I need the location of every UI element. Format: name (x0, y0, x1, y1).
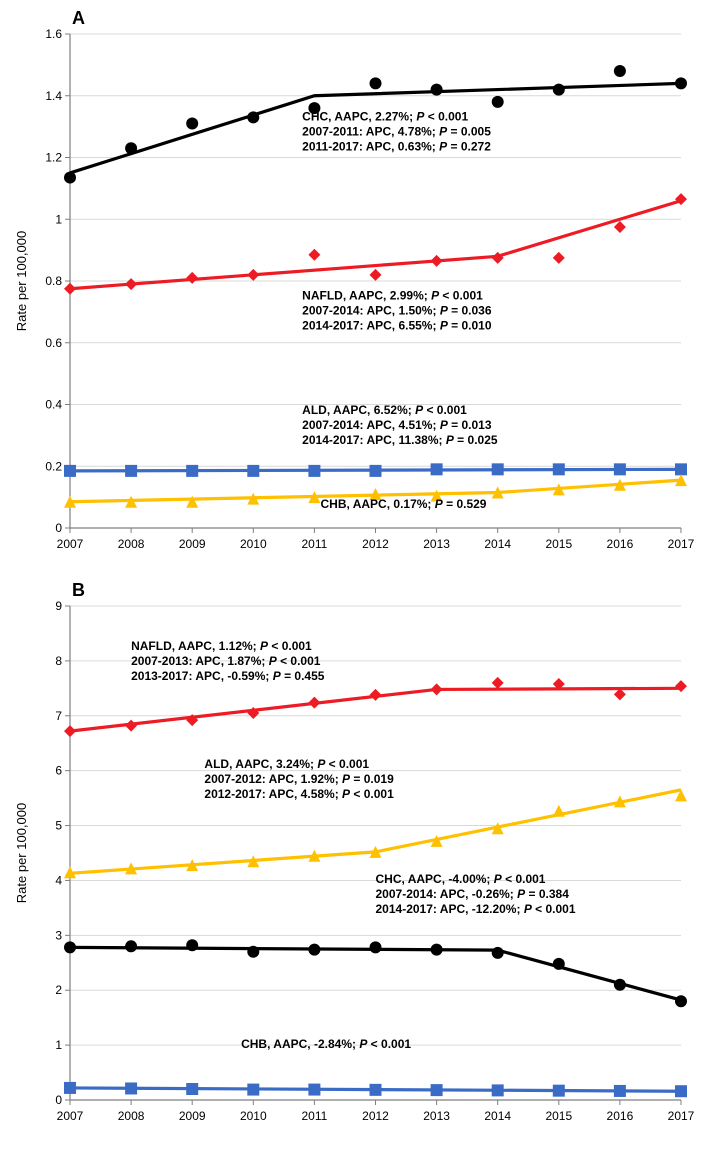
y-tick-label: 0.8 (45, 274, 62, 288)
x-tick-label: 2014 (484, 537, 511, 551)
annotation-line: 2012-2017: APC, 4.58%; P < 0.001 (204, 787, 394, 801)
y-tick-label: 8 (55, 654, 62, 668)
annotation-line: NAFLD, AAPC, 2.99%; P < 0.001 (302, 289, 483, 303)
annotation-line: NAFLD, AAPC, 1.12%; P < 0.001 (131, 639, 312, 653)
annotation-line: 2007-2011: APC, 4.78%; P = 0.005 (302, 124, 491, 138)
x-tick-label: 2013 (423, 537, 450, 551)
x-tick-label: 2008 (118, 537, 145, 551)
x-tick-label: 2010 (240, 1109, 267, 1123)
annotation-line: CHB, AAPC, 0.17%; P = 0.529 (321, 497, 487, 511)
x-tick-label: 2007 (57, 537, 84, 551)
x-tick-label: 2016 (607, 537, 634, 551)
panel-A: 0 0.2 0.4 0.6 0.8 1 1.2 1.4 1.6 2007 2008 2009 2010 2… (8, 8, 701, 568)
y-tick-label: 6 (55, 764, 62, 778)
x-tick-label: 2008 (118, 1109, 145, 1123)
y-tick-label: 1 (55, 212, 62, 226)
x-tick-label: 2010 (240, 537, 267, 551)
trend-chc (70, 947, 681, 1000)
trend-ald (70, 790, 681, 873)
annotation-line: 2007-2013: APC, 1.87%; P < 0.001 (131, 654, 321, 668)
x-tick-label: 2007 (57, 1109, 84, 1123)
y-tick-label: 0.2 (45, 459, 62, 473)
y-tick-label: 1 (55, 1038, 62, 1052)
y-axis-label: Rate per 100,000 (14, 231, 29, 331)
annotation-line: 2014-2017: APC, 11.38%; P = 0.025 (302, 433, 498, 447)
y-tick-label: 1.4 (45, 89, 62, 103)
x-tick-label: 2011 (301, 537, 327, 551)
x-tick-label: 2009 (179, 537, 206, 551)
y-tick-label: 3 (55, 928, 62, 942)
annotation-line: 2007-2014: APC, 1.50%; P = 0.036 (302, 304, 492, 318)
annotation-line: 2007-2012: APC, 1.92%; P = 0.019 (204, 772, 394, 786)
figure-root: 0 0.2 0.4 0.6 0.8 1 1.2 1.4 1.6 2007 2008 2009 2010 2… (8, 8, 701, 1140)
annotation-line: CHC, AAPC, -4.00%; P < 0.001 (376, 872, 546, 886)
y-tick-label: 2 (55, 983, 62, 997)
annotation-line: CHC, AAPC, 2.27%; P < 0.001 (302, 109, 468, 123)
y-tick-label: 0 (55, 1093, 62, 1107)
y-tick-label: 9 (55, 599, 62, 613)
x-tick-label: 2014 (484, 1109, 511, 1123)
x-tick-label: 2011 (301, 1109, 327, 1123)
x-tick-label: 2016 (607, 1109, 634, 1123)
y-tick-label: 1.2 (45, 151, 62, 165)
annotation-line: 2007-2014: APC, -0.26%; P = 0.384 (376, 887, 570, 901)
panel-letter: A (72, 8, 85, 28)
annotation-line: CHB, AAPC, -2.84%; P < 0.001 (241, 1037, 411, 1051)
x-tick-label: 2017 (668, 1109, 695, 1123)
annotation-line: ALD, AAPC, 6.52%; P < 0.001 (302, 403, 467, 417)
x-tick-label: 2017 (668, 537, 695, 551)
annotation-line: 2011-2017: APC, 0.63%; P = 0.272 (302, 139, 491, 153)
panel-B: 0 1 2 3 4 5 6 7 8 9 2007 2008 2009 2010 2011 2012 2013 20… (8, 580, 701, 1140)
y-tick-label: 1.6 (45, 27, 62, 41)
y-axis-label: Rate per 100,000 (14, 803, 29, 903)
x-tick-label: 2012 (362, 537, 389, 551)
annotation-line: 2007-2014: APC, 4.51%; P = 0.013 (302, 418, 492, 432)
x-tick-label: 2015 (545, 1109, 572, 1123)
annotation-line: 2013-2017: APC, -0.59%; P = 0.455 (131, 669, 325, 683)
x-tick-label: 2013 (423, 1109, 450, 1123)
y-tick-label: 0.6 (45, 336, 62, 350)
annotation-line: 2014-2017: APC, -12.20%; P < 0.001 (376, 902, 576, 916)
x-tick-label: 2012 (362, 1109, 389, 1123)
y-tick-label: 0 (55, 521, 62, 535)
y-tick-label: 0.4 (45, 398, 62, 412)
annotation-line: ALD, AAPC, 3.24%; P < 0.001 (204, 757, 369, 771)
x-tick-label: 2009 (179, 1109, 206, 1123)
y-tick-label: 7 (55, 709, 62, 723)
y-tick-label: 5 (55, 819, 62, 833)
panel-letter: B (72, 580, 85, 600)
y-tick-label: 4 (55, 873, 62, 887)
annotation-line: 2014-2017: APC, 6.55%; P = 0.010 (302, 319, 492, 333)
x-tick-label: 2015 (545, 537, 572, 551)
